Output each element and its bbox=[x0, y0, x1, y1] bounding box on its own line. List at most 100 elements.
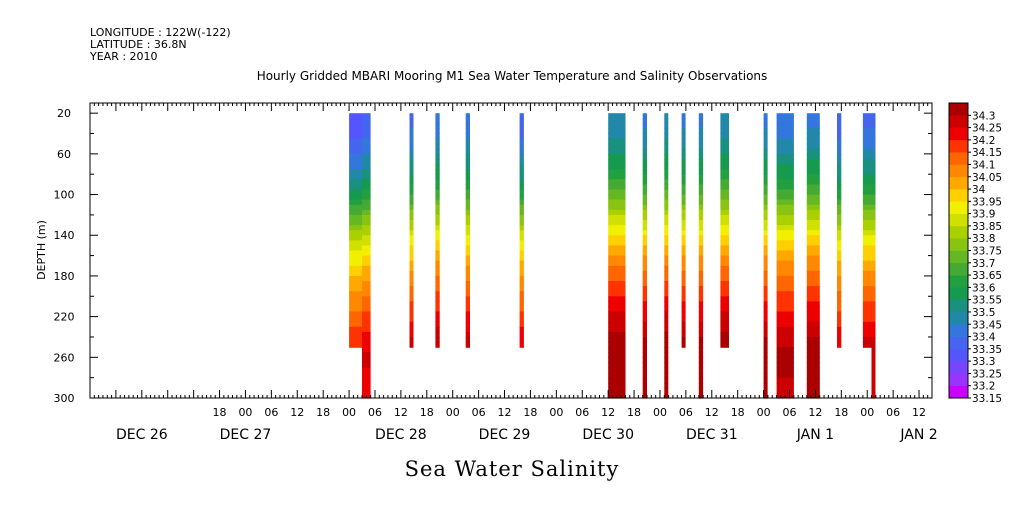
salinity-cell bbox=[465, 225, 470, 231]
salinity-cell bbox=[608, 377, 626, 384]
salinity-cell bbox=[776, 291, 794, 297]
salinity-cell bbox=[763, 260, 768, 267]
x-tick-label: 12 bbox=[498, 406, 512, 419]
salinity-cell bbox=[409, 214, 414, 221]
salinity-cell bbox=[681, 164, 686, 170]
salinity-cell bbox=[871, 194, 876, 201]
colorbar-swatch bbox=[949, 373, 968, 387]
colorbar-swatch bbox=[949, 152, 968, 165]
salinity-cell bbox=[763, 352, 768, 358]
salinity-cell bbox=[837, 138, 842, 145]
salinity-cell bbox=[519, 275, 524, 282]
salinity-cell bbox=[776, 199, 794, 206]
salinity-cell bbox=[862, 286, 872, 292]
salinity-cell bbox=[362, 352, 371, 358]
salinity-cell bbox=[837, 337, 842, 343]
salinity-cell bbox=[349, 225, 363, 231]
salinity-cell bbox=[698, 113, 704, 119]
salinity-cell bbox=[698, 255, 704, 262]
salinity-cell bbox=[720, 225, 729, 231]
salinity-cell bbox=[871, 138, 876, 145]
salinity-cell bbox=[465, 153, 470, 160]
salinity-cell bbox=[871, 199, 876, 206]
salinity-cell bbox=[837, 184, 842, 191]
salinity-cell bbox=[776, 240, 794, 246]
salinity-cell bbox=[465, 148, 470, 155]
salinity-cell bbox=[862, 128, 872, 135]
salinity-cell bbox=[871, 321, 876, 328]
salinity-cell bbox=[435, 164, 440, 170]
salinity-cell bbox=[519, 326, 524, 333]
x-date-label: JAN 2 bbox=[899, 427, 937, 443]
salinity-cell bbox=[519, 184, 524, 191]
salinity-cell bbox=[435, 194, 440, 201]
salinity-cell bbox=[608, 148, 626, 155]
salinity-cell bbox=[871, 235, 876, 241]
salinity-cell bbox=[465, 164, 470, 170]
salinity-column bbox=[465, 113, 470, 348]
salinity-cell bbox=[435, 209, 440, 216]
salinity-cell bbox=[642, 184, 647, 191]
salinity-cell bbox=[806, 174, 820, 180]
salinity-cell bbox=[763, 296, 768, 302]
salinity-cell bbox=[409, 189, 414, 196]
salinity-cell bbox=[862, 169, 872, 175]
salinity-cell bbox=[837, 169, 842, 175]
salinity-cell bbox=[642, 316, 647, 323]
salinity-cell bbox=[465, 306, 470, 313]
salinity-cell bbox=[664, 321, 669, 328]
salinity-cell bbox=[664, 113, 669, 119]
salinity-cell bbox=[465, 250, 470, 257]
colorbar-swatch bbox=[949, 164, 968, 178]
salinity-cell bbox=[409, 342, 414, 348]
salinity-cell bbox=[837, 311, 842, 318]
salinity-cell bbox=[362, 245, 371, 252]
salinity-cell bbox=[763, 225, 768, 231]
salinity-cell bbox=[664, 153, 669, 160]
salinity-cell bbox=[409, 128, 414, 135]
salinity-cell bbox=[435, 311, 440, 318]
salinity-cell bbox=[409, 199, 414, 206]
salinity-cell bbox=[763, 337, 768, 343]
salinity-cell bbox=[698, 311, 704, 318]
salinity-cell bbox=[862, 214, 872, 221]
salinity-cell bbox=[465, 245, 470, 252]
salinity-column bbox=[642, 113, 647, 399]
salinity-cell bbox=[465, 189, 470, 196]
salinity-column bbox=[837, 113, 842, 348]
x-tick-label: 00 bbox=[757, 406, 771, 419]
salinity-cell bbox=[664, 362, 669, 369]
colorbar-label: 33.25 bbox=[972, 368, 1002, 380]
salinity-cell bbox=[349, 255, 363, 262]
colorbar-label: 34.15 bbox=[972, 147, 1002, 159]
salinity-cell bbox=[409, 169, 414, 175]
salinity-cell bbox=[642, 367, 647, 374]
salinity-cell bbox=[362, 138, 371, 145]
salinity-cell bbox=[349, 316, 363, 323]
colorbar-label: 33.2 bbox=[972, 381, 995, 393]
salinity-cell bbox=[642, 220, 647, 226]
salinity-cell bbox=[806, 347, 820, 353]
salinity-cell bbox=[362, 337, 371, 343]
salinity-cell bbox=[519, 265, 524, 272]
salinity-cell bbox=[409, 158, 414, 165]
salinity-cell bbox=[664, 392, 669, 399]
y-tick-label: 180 bbox=[54, 270, 75, 283]
salinity-cell bbox=[837, 133, 842, 140]
salinity-cell bbox=[362, 311, 371, 318]
x-tick-label: 00 bbox=[342, 406, 356, 419]
salinity-cell bbox=[435, 250, 440, 257]
salinity-cell bbox=[806, 158, 820, 165]
salinity-cell bbox=[608, 250, 626, 257]
salinity-cell bbox=[362, 214, 371, 221]
salinity-cell bbox=[435, 158, 440, 165]
salinity-cell bbox=[763, 286, 768, 292]
salinity-cell bbox=[763, 199, 768, 206]
salinity-cell bbox=[720, 123, 729, 129]
salinity-cell bbox=[806, 362, 820, 369]
salinity-cell bbox=[763, 265, 768, 272]
salinity-cell bbox=[698, 143, 704, 150]
salinity-cell bbox=[806, 352, 820, 358]
salinity-cell bbox=[763, 235, 768, 241]
salinity-column bbox=[349, 113, 363, 348]
